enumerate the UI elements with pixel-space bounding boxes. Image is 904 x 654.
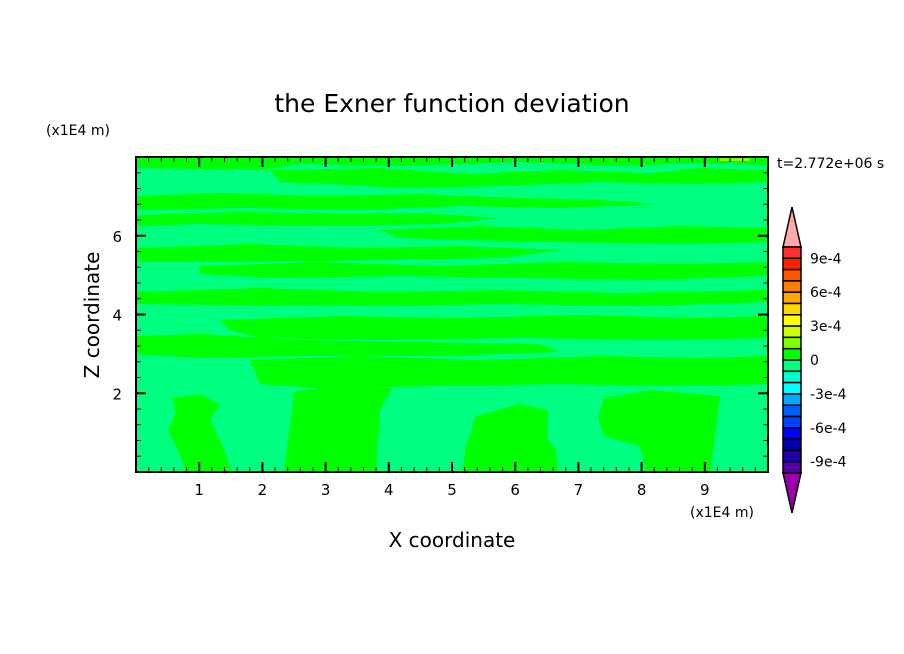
- x-axis-label: X coordinate: [389, 528, 516, 552]
- colorbar-box: [782, 393, 802, 406]
- colorbar-box: [782, 449, 802, 463]
- contour-region-positive: [250, 356, 768, 388]
- colorbar-box: [782, 427, 802, 440]
- contour-region-positive: [136, 193, 660, 210]
- contour-region-positive: [380, 226, 768, 244]
- contour-region-positive: [462, 404, 558, 472]
- colorbar-tick-label: -9e-4: [810, 455, 847, 471]
- contour-region-positive: [220, 315, 768, 340]
- colorbar-box: [782, 370, 802, 384]
- x-tick-label: 4: [384, 481, 394, 499]
- contour-region-positive: [136, 288, 768, 306]
- contour-region-high: [720, 157, 750, 161]
- colorbar-tick-label: 6e-4: [810, 285, 842, 301]
- colorbar-box: [782, 257, 802, 271]
- colorbar-under-arrow: [782, 472, 802, 514]
- colorbar-tick-label: 0: [810, 353, 819, 369]
- x-tick-label: 3: [321, 481, 331, 499]
- colorbar-box: [782, 325, 802, 339]
- x-tick-label: 1: [194, 481, 204, 499]
- y-unit-label: (x1E4 m): [46, 123, 110, 139]
- colorbar-tick-label: 3e-4: [810, 319, 842, 335]
- contour-region-positive: [200, 262, 768, 280]
- x-tick-label: 6: [510, 481, 520, 499]
- x-tick-label: 8: [637, 481, 647, 499]
- colorbar-box: [782, 280, 802, 293]
- colorbar-box: [782, 415, 802, 429]
- x-tick-label: 5: [447, 481, 457, 499]
- x-tick-label: 9: [700, 481, 710, 499]
- colorbar-box: [782, 460, 802, 474]
- y-tick-label: 6: [112, 228, 122, 246]
- colorbar-box: [782, 268, 802, 282]
- contour-region-positive: [136, 244, 560, 262]
- y-tick-label: 4: [112, 307, 122, 325]
- time-label: t=2.772e+06 s: [777, 156, 884, 172]
- contour-region-positive: [598, 390, 720, 472]
- colorbar-tick-label: -6e-4: [810, 421, 847, 437]
- contour-region-positive: [270, 168, 768, 188]
- colorbar: 9e-4 6e-4 3e-4 0 -3e-4 -6e-4 -9e-4: [782, 206, 847, 514]
- x-unit-label: (x1E4 m): [690, 505, 754, 521]
- colorbar-box: [782, 336, 802, 350]
- colorbar-tick-label: 9e-4: [810, 251, 842, 267]
- colorbar-box: [782, 302, 802, 316]
- chart-title: the Exner function deviation: [274, 89, 629, 118]
- colorbar-box: [782, 246, 802, 260]
- colorbar-box: [782, 438, 802, 452]
- colorbar-box: [782, 347, 802, 361]
- y-axis-label: Z coordinate: [80, 252, 104, 379]
- colorbar-box: [782, 404, 802, 418]
- colorbar-tick-label: -3e-4: [810, 387, 847, 403]
- axes: 1 2 3 4 5 6 7 8 9 2 4 6: [112, 156, 769, 499]
- x-tick-label: 7: [574, 481, 584, 499]
- contour-field: [136, 157, 768, 472]
- y-tick-label: 2: [112, 385, 122, 403]
- contour-region-positive: [136, 212, 500, 226]
- contour-region-positive: [168, 394, 232, 472]
- contour-region-positive: [136, 334, 560, 358]
- colorbar-box: [782, 381, 802, 395]
- colorbar-box: [782, 291, 802, 305]
- contour-region-positive: [284, 386, 392, 472]
- colorbar-over-arrow: [782, 206, 802, 248]
- colorbar-box: [782, 359, 802, 373]
- x-tick-label: 2: [258, 481, 268, 499]
- colorbar-box: [782, 314, 802, 327]
